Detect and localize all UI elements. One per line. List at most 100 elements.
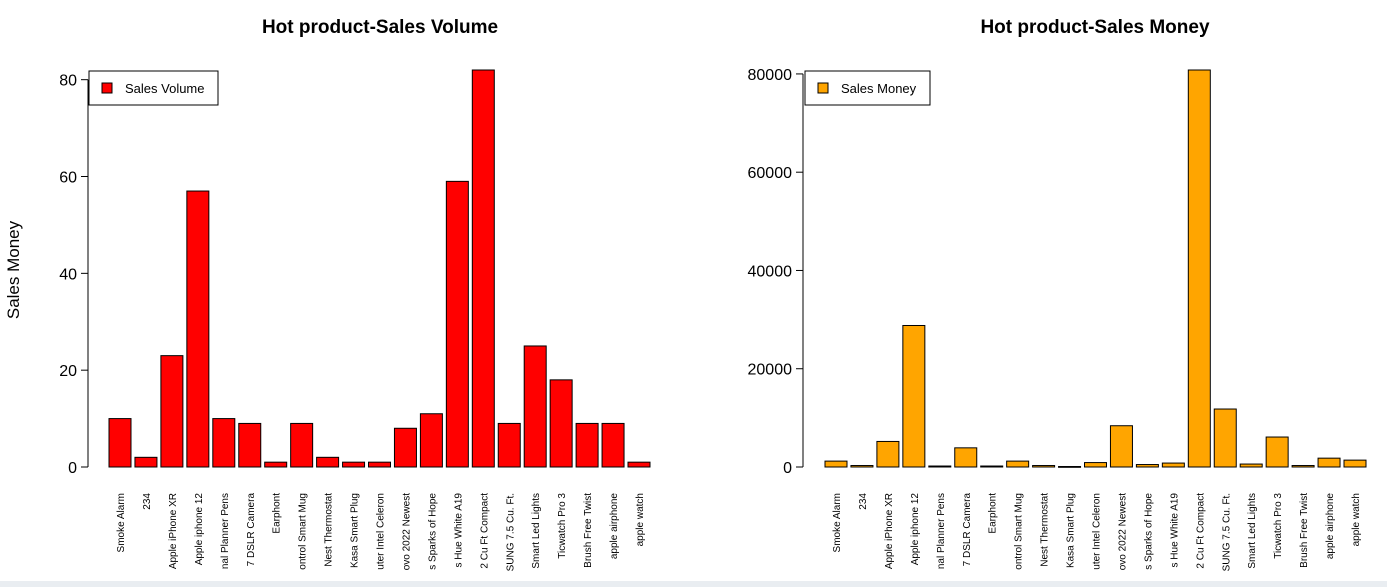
y-tick-label: 40 [59, 266, 77, 283]
y-tick-label: 60000 [748, 165, 793, 182]
x-tick-label: uter Intel Celeron [376, 493, 387, 570]
bar [445, 180, 469, 468]
sales-money-chart: Hot product-Sales Money 0 20000 40000 60000… [748, 17, 1367, 571]
bar [523, 345, 547, 468]
x-tick-label: Apple iphone 12 [910, 493, 921, 566]
x-tick-label: Apple iPhone XR [884, 493, 895, 569]
y-axis: 0 20 40 60 80 [59, 73, 89, 477]
y-tick-label: 0 [68, 460, 77, 477]
y-tick-label: 20 [59, 363, 77, 380]
legend-label: Sales Money [841, 81, 917, 96]
y-axis: 0 20000 40000 60000 80000 [748, 67, 804, 477]
bar [1265, 436, 1289, 468]
bar [393, 427, 417, 468]
bar [1291, 465, 1315, 468]
x-tick-label: 234 [142, 493, 153, 510]
x-tick-label: Smart Led Lights [531, 493, 542, 569]
x-tick-label: nal Planner Pens [936, 493, 947, 569]
bar [1213, 408, 1237, 468]
bar [850, 465, 874, 468]
x-tick-label: Nest Thermostat [324, 493, 335, 567]
legend: Sales Volume [88, 70, 219, 106]
x-tick-label: Ticwatch Pro 3 [557, 493, 568, 559]
chart-title: Hot product-Sales Volume [262, 17, 498, 38]
bar [264, 461, 288, 468]
legend-label: Sales Volume [125, 81, 205, 96]
x-tick-label: 7 DSLR Camera [246, 493, 257, 567]
bar [1161, 462, 1185, 468]
x-tick-label: uter Intel Celeron [1092, 493, 1103, 570]
x-tick-label: Earphont [272, 493, 283, 534]
x-tick-label: nal Planner Pens [220, 493, 231, 569]
x-tick-label: apple airphone [609, 493, 620, 560]
x-tick-label: Brush Free Twist [583, 493, 594, 568]
y-tick-label: 80000 [748, 67, 793, 84]
x-tick-label: Kasa Smart Plug [1066, 493, 1077, 568]
bar [212, 418, 236, 468]
bar [1317, 457, 1341, 468]
bar [1006, 460, 1030, 468]
y-axis-label: Sales Money [4, 220, 23, 319]
bar [575, 422, 599, 468]
x-tick-label: s Hue White A19 [453, 493, 464, 568]
bar [1239, 463, 1263, 468]
x-tick-label: Smoke Alarm [116, 493, 127, 552]
y-tick-label: 40000 [748, 263, 793, 280]
bar [876, 440, 900, 468]
x-tick-label: apple watch [1351, 493, 1362, 546]
bar [471, 69, 495, 468]
x-tick-label: 2 Cu Ft Compact [479, 493, 490, 569]
bar [186, 190, 210, 468]
x-tick-label: Kasa Smart Plug [350, 493, 361, 568]
bar [1109, 425, 1133, 468]
bar [1343, 459, 1367, 468]
bar [134, 456, 158, 468]
bar [419, 413, 443, 468]
y-tick-label: 80 [59, 73, 77, 90]
x-tick-label: Nest Thermostat [1040, 493, 1051, 567]
x-tick-label: 7 DSLR Camera [962, 493, 973, 567]
x-tick-label: apple airphone [1325, 493, 1336, 560]
bar [980, 465, 1004, 468]
chart-title: Hot product-Sales Money [980, 17, 1210, 38]
bar [627, 461, 651, 468]
x-tick-label: Earphont [988, 493, 999, 534]
bar [368, 461, 391, 468]
window-bottom-edge [0, 581, 1387, 587]
bar [1084, 462, 1107, 468]
x-tick-label: s Hue White A19 [1169, 493, 1180, 568]
x-axis-tick-labels: Smoke Alarm 234 Apple iPhone XR Apple iphon… [116, 493, 646, 572]
bar [549, 379, 573, 468]
bar [342, 461, 366, 468]
legend-swatch [101, 82, 113, 94]
x-tick-label: Brush Free Twist [1299, 493, 1310, 568]
bar [902, 324, 926, 468]
x-tick-label: apple watch [635, 493, 646, 546]
x-tick-label: SUNG 7.5 Cu. Ft. [1221, 493, 1232, 571]
x-tick-label: ovo 2022 Newest [401, 493, 412, 570]
bar [928, 465, 952, 468]
x-tick-label: Ticwatch Pro 3 [1273, 493, 1284, 559]
y-tick-label: 20000 [748, 362, 793, 379]
y-tick-label: 60 [59, 170, 77, 187]
bar [1135, 464, 1159, 468]
bar [290, 422, 314, 468]
x-tick-label: 2 Cu Ft Compact [1195, 493, 1206, 569]
x-tick-label: ontrol Smart Mug [298, 493, 309, 570]
x-tick-label: Apple iPhone XR [168, 493, 179, 569]
bar [316, 456, 340, 468]
x-tick-label: ovo 2022 Newest [1117, 493, 1128, 570]
x-tick-label: s Sparks of Hope [427, 493, 438, 570]
x-tick-label: ontrol Smart Mug [1014, 493, 1025, 570]
bar [954, 447, 978, 468]
x-tick-label: s Sparks of Hope [1143, 493, 1154, 570]
bar [1058, 466, 1082, 468]
bar [824, 460, 848, 468]
legend-swatch [817, 82, 829, 94]
x-tick-label: Smoke Alarm [832, 493, 843, 552]
bar [108, 418, 132, 468]
bars [824, 69, 1367, 468]
x-tick-label: Apple iphone 12 [194, 493, 205, 566]
x-tick-label: Smart Led Lights [1247, 493, 1258, 569]
